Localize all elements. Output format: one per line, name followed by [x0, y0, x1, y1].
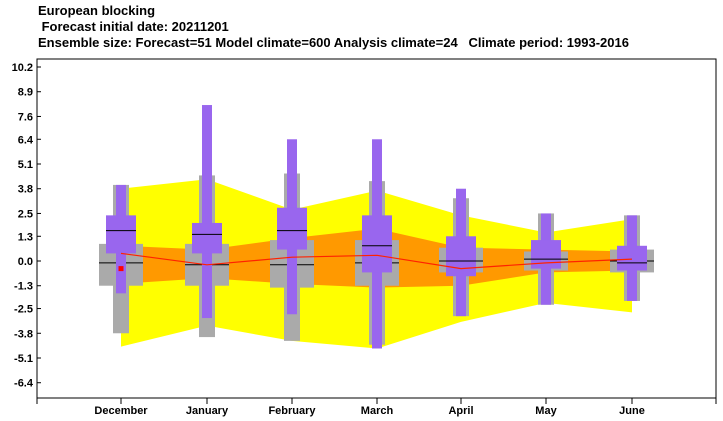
y-tick-label: 8.9: [18, 87, 33, 99]
x-tick-label: April: [448, 405, 473, 417]
chart-subtitle-date: Forecast initial date: 20211201: [38, 19, 229, 34]
y-tick-label: -6.4: [14, 378, 34, 390]
y-tick-label: 2.5: [18, 208, 33, 220]
x-tick-label: May: [535, 405, 557, 417]
forecast-iqr-box: [531, 240, 561, 269]
chart-title: European blocking: [38, 3, 156, 18]
x-tick-label: March: [361, 405, 394, 417]
y-tick-label: 3.8: [18, 184, 33, 196]
forecast-iqr-box: [446, 236, 476, 277]
y-tick-label: -1.3: [14, 281, 33, 293]
x-tick-label: December: [94, 405, 148, 417]
y-tick-label: 5.1: [18, 159, 33, 171]
chart-title-block: European blocking Forecast initial date:…: [38, 3, 629, 51]
model-climate-median-line: [120, 252, 633, 270]
x-tick-label: June: [619, 405, 645, 417]
y-tick-label: 0.0: [18, 256, 33, 268]
y-tick-label: -3.8: [14, 328, 33, 340]
chart-subtitle-ensemble: Ensemble size: Forecast=51 Model climate…: [38, 35, 629, 50]
forecast-iqr-box: [277, 207, 307, 250]
analysis-point-marker: [118, 266, 124, 272]
y-tick-label: 7.6: [18, 111, 33, 123]
y-tick-label: 10.2: [12, 62, 33, 74]
y-tick-label: 1.3: [18, 231, 33, 243]
forecast-whisker-bar: [202, 105, 212, 319]
x-tick-label: February: [268, 405, 316, 417]
forecast-iqr-box: [617, 245, 647, 271]
x-tick-label: January: [186, 405, 229, 417]
y-tick-label: 6.4: [18, 134, 34, 146]
forecast-iqr-box: [106, 215, 136, 254]
y-tick-label: -5.1: [14, 353, 33, 365]
y-tick-label: -2.5: [14, 304, 33, 316]
forecast-iqr-box: [362, 215, 392, 273]
forecast-iqr-box: [192, 222, 222, 254]
